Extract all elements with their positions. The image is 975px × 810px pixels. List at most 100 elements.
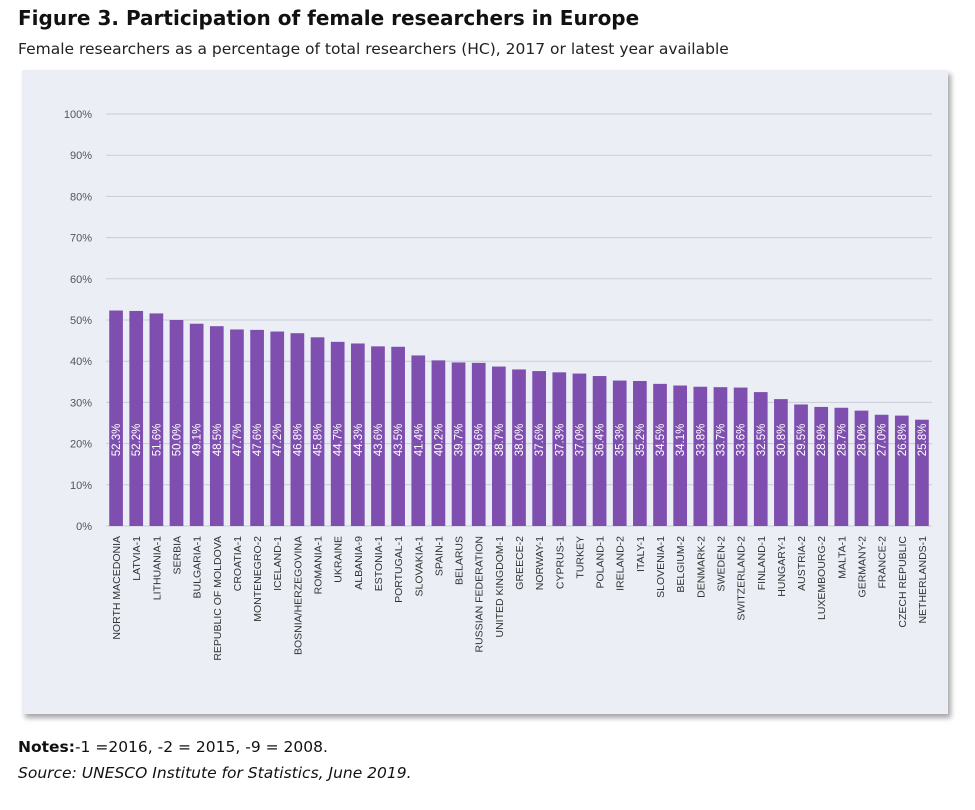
data-label: 47.6%: [252, 424, 264, 457]
bar: [874, 414, 889, 526]
data-label: 51.6%: [151, 424, 163, 457]
notes: Notes:-1 =2016, -2 = 2015, -9 = 2008.: [18, 738, 328, 756]
data-label: 52.2%: [131, 424, 143, 457]
data-label: 43.6%: [373, 424, 385, 457]
x-tick-label: UNITED KINGDOM-1: [494, 536, 506, 638]
x-tick-label: AUSTRIA-2: [796, 536, 808, 591]
data-label: 47.7%: [232, 424, 244, 457]
x-tick-label: CYPRUS-1: [554, 536, 566, 589]
data-label: 37.0%: [574, 424, 586, 457]
bar: [109, 310, 123, 526]
y-tick-label: 40%: [70, 356, 92, 368]
bar: [753, 392, 768, 526]
data-label: 37.3%: [554, 424, 566, 457]
bar: [371, 346, 385, 526]
bar: [612, 380, 627, 526]
data-label: 46.8%: [292, 424, 304, 457]
x-tick-label: LITHUANIA-1: [151, 536, 163, 600]
x-tick-label: FINLAND-1: [756, 536, 768, 590]
bar: [794, 404, 808, 526]
bar: [673, 385, 688, 526]
x-tick-label: LUXEMBOURG-2: [816, 536, 828, 620]
y-tick-label: 100%: [64, 109, 92, 121]
figure-title: Figure 3. Participation of female resear…: [18, 6, 640, 30]
data-label: 35.3%: [615, 424, 627, 457]
data-label: 38.7%: [494, 424, 506, 457]
x-tick-label: SERBIA: [172, 536, 184, 575]
y-tick-label: 50%: [70, 315, 92, 327]
y-tick-label: 30%: [70, 397, 92, 409]
data-label: 33.6%: [736, 424, 748, 457]
data-label: 39.6%: [474, 424, 486, 457]
x-tick-label: RUSSIAN FEDERATION: [474, 536, 486, 652]
bar: [572, 373, 587, 526]
bar-chart: 0%10%20%30%40%50%60%70%80%90%100% 52.3% 5…: [64, 109, 932, 661]
bar: [633, 380, 647, 526]
x-tick-label: BELARUS: [454, 536, 466, 585]
figure-subtitle: Female researchers as a percentage of to…: [18, 40, 729, 58]
bar: [713, 387, 728, 526]
bar: [209, 326, 224, 526]
x-tick-label: ICELAND-1: [272, 536, 284, 591]
x-tick-label: BELGIUM-2: [675, 536, 687, 593]
x-tick-label: ITALY-1: [635, 536, 647, 572]
x-tick-label: DENMARK-2: [695, 536, 707, 598]
data-label: 44.7%: [333, 424, 345, 457]
data-label: 30.8%: [776, 424, 788, 457]
x-tick-label: ROMANIA-1: [313, 536, 325, 595]
x-tick-label: MALTA-1: [836, 536, 848, 579]
data-label: 26.8%: [897, 424, 909, 457]
x-tick-label: REPUBLIC OF MOLDOVA: [212, 536, 224, 661]
x-tick-label: GREECE-2: [514, 536, 526, 590]
x-tick-label: NORTH MACEDONIA: [111, 536, 123, 640]
data-label: 34.1%: [675, 424, 687, 457]
bar: [431, 360, 446, 526]
y-tick-label: 70%: [70, 233, 92, 245]
bar: [774, 399, 788, 526]
data-label: 40.2%: [433, 424, 445, 457]
data-labels: 52.3% 52.2% 51.6% 50.0% 49.1% 48.5% 47.7% 47.6%…: [111, 424, 929, 457]
x-tick-label: SWITZERLAND-2: [736, 536, 748, 621]
notes-text: -1 =2016, -2 = 2015, -9 = 2008.: [74, 738, 328, 756]
bar: [834, 407, 849, 526]
chart-panel: 0% 10% 20% 30% 40% 50% 60% 70% 80% 90% 100% 52.3% 5…: [22, 70, 948, 714]
bar: [169, 320, 184, 526]
y-tick-label: 60%: [70, 274, 92, 286]
data-label: 38.0%: [514, 424, 526, 457]
y-tick-label: 0%: [76, 521, 92, 533]
data-label: 50.0%: [172, 424, 184, 457]
x-tick-label: NETHERLANDS-1: [917, 536, 929, 624]
x-tick-label: IRELAND-2: [615, 536, 627, 591]
y-tick-label: 20%: [70, 439, 92, 451]
x-tick-label: MONTENEGRO-2: [252, 536, 264, 622]
source-line: Source: UNESCO Institute for Statistics,…: [18, 764, 412, 782]
data-label: 41.4%: [413, 424, 425, 457]
bar: [451, 362, 466, 526]
x-tick-label: SLOVENIA-1: [655, 536, 667, 598]
bar: [915, 419, 929, 526]
bar: [532, 371, 546, 526]
x-tick-label: CROATIA-1: [232, 536, 244, 591]
bar: [310, 337, 325, 526]
x-tick-label: SLOVAKIA-1: [413, 536, 425, 597]
x-tick-label: SPAIN-1: [433, 536, 445, 576]
x-tick-label: ALBANIA-9: [353, 536, 365, 590]
bar: [330, 341, 345, 526]
y-tick-label: 80%: [70, 191, 92, 203]
x-tick-label: TURKEY: [574, 536, 586, 579]
notes-label: Notes:: [18, 738, 75, 756]
bar: [290, 333, 305, 526]
data-label: 45.8%: [313, 424, 325, 457]
bar: [854, 410, 869, 526]
bar: [189, 323, 204, 526]
data-label: 49.1%: [192, 424, 204, 457]
bar: [512, 369, 526, 526]
bar: [492, 366, 506, 526]
bar: [653, 383, 667, 526]
x-tick-label: GERMANY-2: [856, 536, 868, 598]
data-label: 44.3%: [353, 424, 365, 457]
data-label: 47.2%: [272, 424, 284, 457]
y-tick-label: 10%: [70, 480, 92, 492]
bar: [250, 329, 264, 526]
data-label: 48.5%: [212, 424, 224, 457]
